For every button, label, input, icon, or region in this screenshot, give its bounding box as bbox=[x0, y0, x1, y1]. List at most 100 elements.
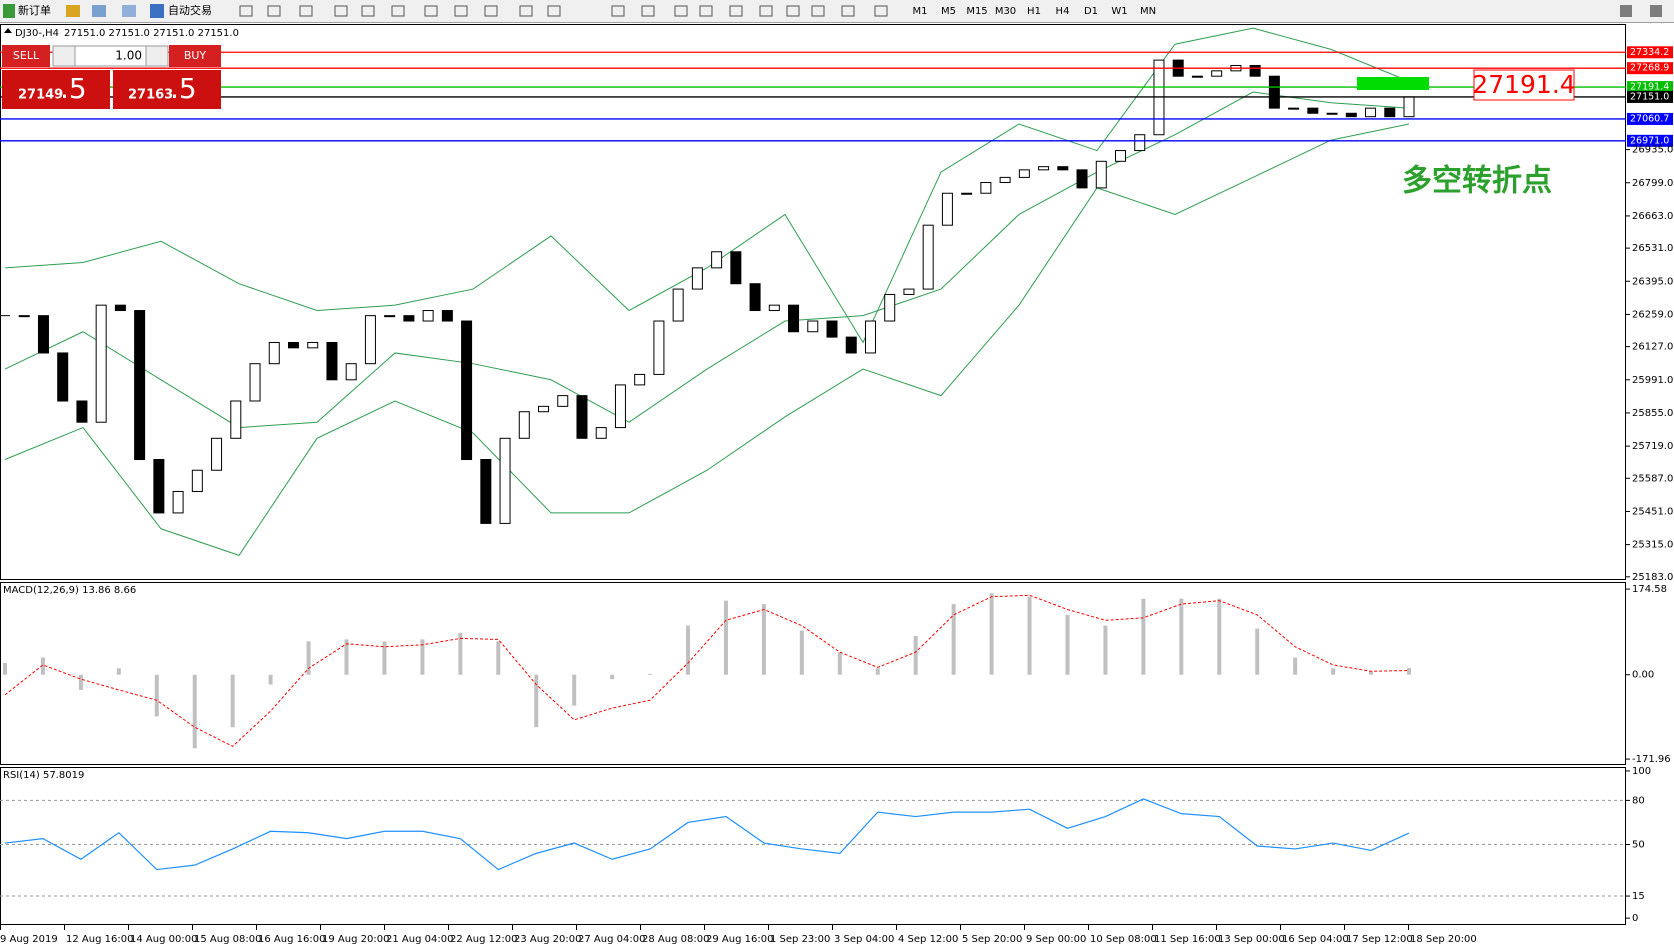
buy-pips[interactable]: .5 bbox=[170, 72, 197, 105]
toolbar-icon[interactable] bbox=[641, 5, 655, 17]
auto-trading-button[interactable]: 自动交易 bbox=[168, 3, 212, 17]
toolbar-icon[interactable] bbox=[674, 5, 688, 17]
y-tick-label: 25451.0 bbox=[1632, 506, 1673, 517]
candle bbox=[230, 400, 242, 439]
x-tick-label: 18 Sep 20:00 bbox=[1410, 934, 1477, 945]
toolbar-icon[interactable] bbox=[239, 5, 253, 17]
toolbar-icon[interactable] bbox=[454, 5, 468, 17]
candle bbox=[461, 320, 473, 461]
buy-price[interactable]: 27163 bbox=[128, 88, 173, 103]
lots-value[interactable]: 1.00 bbox=[115, 49, 142, 63]
toolbar-icon[interactable] bbox=[66, 5, 80, 17]
timeframe-button[interactable]: M5 bbox=[941, 6, 956, 17]
sell-pips[interactable]: .5 bbox=[60, 72, 87, 105]
x-tick-label: 23 Aug 20:00 bbox=[514, 934, 581, 945]
timeframe-button[interactable]: W1 bbox=[1111, 6, 1127, 17]
macd-bar bbox=[723, 600, 728, 675]
timeframe-button[interactable]: H4 bbox=[1056, 6, 1070, 17]
toolbar-icon[interactable] bbox=[267, 5, 281, 17]
rsi-panel bbox=[0, 767, 1626, 925]
plot-layer: 27334.227268.927191.427151.027060.726971… bbox=[0, 27, 1673, 945]
macd-bar bbox=[268, 674, 273, 685]
timeframe-button[interactable]: M15 bbox=[966, 6, 987, 17]
candle bbox=[730, 251, 742, 285]
x-tick-label: 13 Sep 00:00 bbox=[1218, 934, 1285, 945]
window-button[interactable] bbox=[1620, 5, 1632, 17]
collapse-arrow bbox=[4, 28, 12, 33]
macd-bar bbox=[610, 674, 615, 680]
timeframe-button[interactable]: M30 bbox=[995, 6, 1016, 17]
y-tick-label: 26531.0 bbox=[1632, 243, 1673, 254]
price-level-tag bbox=[1627, 46, 1673, 59]
toolbar-icon[interactable] bbox=[759, 5, 773, 17]
toolbar-icon[interactable] bbox=[299, 5, 313, 17]
toolbar-icon[interactable] bbox=[786, 5, 800, 17]
macd-bar bbox=[686, 625, 691, 675]
buy-button[interactable] bbox=[169, 45, 221, 67]
buy-price-box[interactable] bbox=[113, 70, 221, 109]
candle bbox=[1326, 112, 1338, 115]
y-tick-label: -171.96 bbox=[1632, 754, 1671, 765]
y-tick-label: 80 bbox=[1632, 795, 1645, 806]
toolbar-icon[interactable] bbox=[424, 5, 438, 17]
toolbar-icon[interactable] bbox=[841, 5, 855, 17]
macd-bar bbox=[3, 662, 7, 675]
annotation-price: 27191.4 bbox=[1472, 70, 1575, 99]
toolbar-icon[interactable] bbox=[699, 5, 713, 17]
x-tick-label: 27 Aug 04:00 bbox=[578, 934, 645, 945]
x-tick-label: 21 Aug 04:00 bbox=[386, 934, 453, 945]
toolbar-icon[interactable] bbox=[391, 5, 405, 17]
timeframe-button[interactable]: MN bbox=[1140, 6, 1156, 17]
toolbar-icon[interactable] bbox=[484, 5, 498, 17]
x-tick-label: 16 Sep 04:00 bbox=[1282, 934, 1349, 945]
timeframe-buttons: M1 M5 M15 M30 H1 H4 D1 W1 MN bbox=[913, 6, 1157, 17]
x-tick-label: 15 Aug 08:00 bbox=[194, 934, 261, 945]
toolbar-icon[interactable] bbox=[874, 5, 888, 17]
lots-up[interactable] bbox=[145, 45, 169, 67]
toolbar-icon[interactable] bbox=[361, 5, 375, 17]
buy-label[interactable]: BUY bbox=[184, 49, 207, 62]
new-order-icon[interactable] bbox=[3, 4, 15, 18]
candle bbox=[422, 310, 434, 322]
x-tick-label: 9 Sep 00:00 bbox=[1026, 934, 1086, 945]
lots-down[interactable] bbox=[52, 45, 76, 67]
toolbar-icon[interactable] bbox=[334, 5, 348, 17]
toolbar bbox=[0, 0, 1674, 22]
highlight-box bbox=[1357, 77, 1429, 90]
candle bbox=[691, 267, 703, 290]
candle bbox=[1249, 64, 1261, 77]
macd-bar bbox=[913, 635, 918, 675]
candle bbox=[1095, 160, 1107, 189]
new-order-button[interactable]: 新订单 bbox=[18, 3, 51, 17]
candle bbox=[1115, 150, 1127, 162]
candle bbox=[826, 320, 838, 338]
timeframe-button[interactable]: H1 bbox=[1027, 6, 1041, 17]
auto-trading-icon[interactable] bbox=[150, 4, 164, 18]
toolbar-icon[interactable] bbox=[547, 5, 561, 17]
price-level-label: 27268.9 bbox=[1630, 63, 1669, 74]
x-tick-label: 12 Aug 16:00 bbox=[66, 934, 133, 945]
candle bbox=[307, 341, 319, 349]
macd-bar bbox=[534, 674, 539, 728]
toolbar-icon[interactable] bbox=[729, 5, 743, 17]
window-button[interactable] bbox=[1650, 5, 1662, 17]
timeframe-button[interactable]: M1 bbox=[913, 6, 928, 17]
toolbar-icon[interactable] bbox=[519, 5, 533, 17]
sell-button[interactable] bbox=[2, 45, 50, 67]
toolbar-icon[interactable] bbox=[611, 5, 625, 17]
macd-bar bbox=[344, 639, 349, 675]
toolbar-icon[interactable] bbox=[811, 5, 825, 17]
candle bbox=[768, 304, 780, 312]
candle bbox=[1384, 107, 1396, 118]
timeframe-button[interactable]: D1 bbox=[1084, 6, 1098, 17]
toolbar-icon[interactable] bbox=[92, 5, 106, 17]
sell-price[interactable]: 27149 bbox=[18, 88, 63, 103]
toolbar-icon[interactable] bbox=[122, 5, 136, 17]
x-tick-label: 29 Aug 16:00 bbox=[706, 934, 773, 945]
sell-label[interactable]: SELL bbox=[13, 49, 40, 62]
sell-price-box[interactable] bbox=[2, 70, 110, 109]
y-tick-label: 26127.0 bbox=[1632, 342, 1673, 353]
y-tick-label: 100 bbox=[1632, 766, 1651, 777]
candle bbox=[499, 437, 511, 524]
